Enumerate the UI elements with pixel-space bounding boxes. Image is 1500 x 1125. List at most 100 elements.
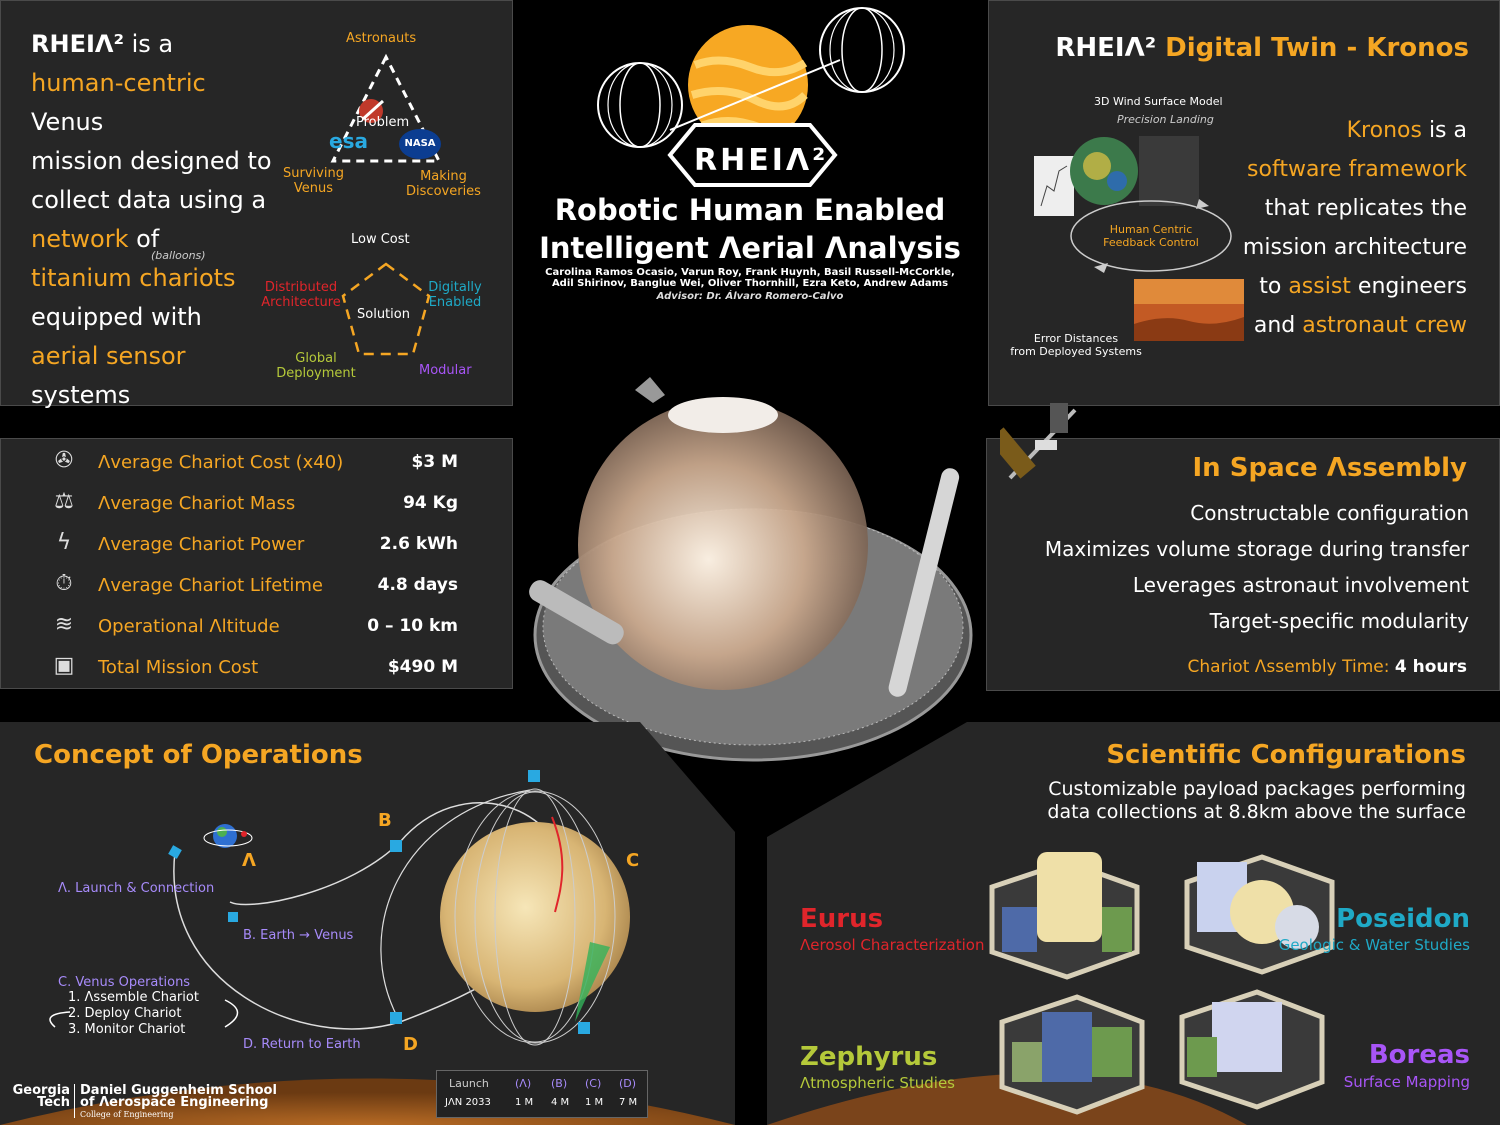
intro-highlight: titanium chariots	[31, 264, 236, 292]
main-title-line2: Intelligent Λerial Λnalysis	[539, 231, 961, 265]
triangle-center-label: Problem	[356, 115, 410, 130]
scientific-configurations-panel: Scientific Configurations Customizable p…	[767, 722, 1500, 1125]
boreas-payload-render	[1179, 989, 1325, 1110]
school-line: of Λerospace Engineering	[80, 1095, 269, 1110]
rheia-logo-text: RHEIΛ²	[694, 143, 829, 178]
georgia-tech-logo: Georgia Tech	[8, 1084, 70, 1110]
timeline-col-val: 1 M	[585, 1097, 604, 1108]
assembly-item: Target-specific modularity	[1209, 609, 1469, 633]
esa-logo: esa	[329, 129, 368, 153]
feedback-loop-diagram	[1070, 199, 1232, 273]
kronos-line: that replicates the	[1264, 196, 1467, 221]
zephyrus-name: Zephyrus	[800, 1042, 938, 1072]
scale-icon: ⚖	[54, 489, 74, 514]
assembly-item: Constructable configuration	[1190, 501, 1469, 525]
timeline-col-val: 4 M	[551, 1097, 570, 1108]
intro-line: systems	[31, 381, 131, 409]
triangle-left-label: Surviving Venus	[283, 166, 344, 196]
school-logo: Daniel Guggenheim School of Λerospace En…	[80, 1083, 277, 1121]
trajectory-diagram	[0, 770, 735, 1125]
stat-value: $3 M	[411, 452, 459, 472]
stat-label: Λverage Chariot Mass	[98, 493, 296, 514]
intro-highlight: human-centric	[31, 69, 206, 97]
intro-line: of	[128, 225, 160, 253]
timeline-col-key: (Λ)	[515, 1077, 532, 1090]
kronos-highlight: software framework	[1247, 157, 1467, 182]
money-icon: ▣	[53, 653, 75, 678]
stage-c-label: C. Venus Operations	[58, 975, 191, 990]
intro-line: mission designed to	[31, 147, 272, 175]
stat-value: $490 M	[387, 657, 458, 677]
problem-triangle-diagram	[330, 53, 442, 163]
wind-model-label: 3D Wind Surface Model	[1094, 95, 1223, 108]
timeline-col-val: 7 M	[619, 1097, 638, 1108]
authors-line2: Adil Shirinov, Banglue Wei, Oliver Thorn…	[551, 278, 949, 289]
stage-b-marker: B	[378, 810, 392, 831]
conops-title: Concept of Operations	[34, 740, 363, 770]
assembly-time-value: 4 hours	[1394, 657, 1467, 677]
precision-landing-label: Precision Landing	[1117, 113, 1214, 126]
pentagon-top-label: Low Cost	[351, 232, 410, 247]
stat-label: Total Mission Cost	[98, 657, 259, 678]
stage-a-label: Λ. Launch & Connection	[58, 881, 215, 896]
venus-planet	[440, 822, 630, 1012]
school-line: Daniel Guggenheim School	[80, 1083, 277, 1098]
stage-a-marker: Λ	[242, 850, 256, 871]
timeline-col-key: (B)	[551, 1077, 568, 1090]
balloon-right-icon	[819, 7, 905, 93]
kronos-title-rest: Digital Twin - Kronos	[1156, 33, 1469, 63]
stat-row: ≋ Operational Λltitude 0 – 10 km	[1, 606, 514, 646]
chariot-balloon-render	[529, 377, 973, 762]
wind-surface-model-image	[1034, 136, 1199, 216]
feedback-control-label: Human Centric Feedback Control	[1103, 223, 1199, 249]
stage-d-label: D. Return to Earth	[243, 1037, 361, 1052]
kronos-title-brand: RHEIΛ²	[1055, 33, 1157, 63]
stat-label: Λverage Chariot Lifetime	[98, 575, 323, 596]
stat-label: Λverage Chariot Power	[98, 534, 305, 555]
kronos-line: engineers	[1350, 274, 1467, 299]
venus-logo-icon	[688, 25, 808, 145]
assembly-time-label: Chariot Λssembly Time:	[1187, 657, 1395, 677]
pentagon-bottom-right-label: Modular	[419, 363, 472, 378]
solution-pentagon-diagram	[341, 262, 431, 356]
wind-icon: ≋	[54, 612, 74, 637]
stat-label: Λverage Chariot Cost (x40)	[98, 452, 344, 473]
stage-c-marker: C	[626, 850, 640, 871]
timeline-date: JΛN 2033	[445, 1097, 491, 1108]
intro-highlight: network	[31, 225, 129, 253]
advisor: Advisor: Dr. Álvaro Romero-Calvo	[656, 291, 844, 302]
assembly-item: Leverages astronaut involvement	[1132, 573, 1469, 597]
stage-c-step: 2. Deploy Chariot	[68, 1006, 182, 1021]
poseidon-name: Poseidon	[1336, 904, 1470, 934]
eurus-subtitle: Λerosol Characterization	[800, 936, 985, 954]
boreas-subtitle: Surface Mapping	[1343, 1073, 1470, 1091]
assembly-item: Maximizes volume storage during transfer	[1044, 537, 1469, 561]
main-title-line1: Robotic Human Enabled	[554, 193, 946, 227]
timeline-col-key: (C)	[585, 1077, 602, 1090]
tube-left	[529, 580, 624, 645]
mission-timeline: Launch JΛN 2033 (Λ) 1 M (B) 4 M (C) 1 M …	[436, 1070, 648, 1118]
kronos-description: Kronos is a software framework that repl…	[1227, 111, 1467, 345]
eurus-name: Eurus	[800, 904, 884, 934]
error-distances-label: Error Distances from Deployed Systems	[1010, 332, 1142, 358]
intro-panel: RHEIΛ² is a human-centric Venus mission …	[0, 0, 513, 409]
stage-c-step: 1. Λssemble Chariot	[68, 990, 199, 1005]
stat-label: Operational Λltitude	[98, 616, 280, 637]
kronos-line: and	[1253, 313, 1303, 338]
intro-line: collect data using a	[31, 186, 267, 214]
stat-row: ⚖ Λverage Chariot Mass 94 Kg	[1, 483, 514, 523]
triangle-top-label: Astronauts	[346, 31, 417, 46]
kronos-line: to	[1259, 274, 1289, 299]
boreas-name: Boreas	[1368, 1040, 1470, 1070]
stat-row: ▣ Total Mission Cost $490 M	[1, 647, 514, 687]
satellite-icon: ✇	[54, 448, 74, 473]
rheia-logo-graphic	[597, 7, 905, 187]
eurus-payload-render	[989, 852, 1140, 980]
balloon-sphere	[578, 400, 868, 690]
gt-line: Tech	[37, 1095, 70, 1110]
stage-b-label: B. Earth → Venus	[243, 928, 354, 943]
kronos-highlight: astronaut crew	[1302, 313, 1467, 338]
timeline-col-key: (D)	[619, 1077, 637, 1090]
kronos-panel: RHEIΛ² Digital Twin - Kronos 3D Wind Sur…	[988, 0, 1500, 406]
stopwatch-icon: ⏱	[55, 571, 73, 596]
